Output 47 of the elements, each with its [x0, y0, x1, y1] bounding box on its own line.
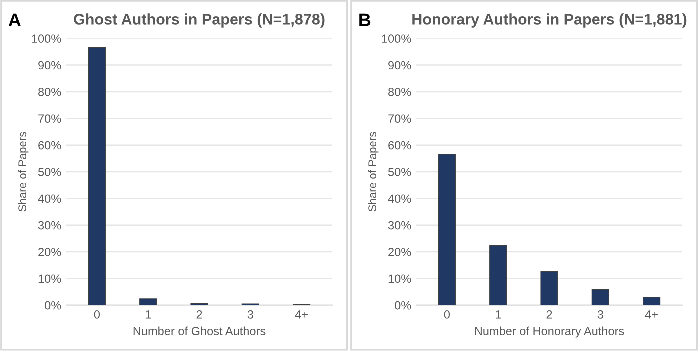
x-axis-title: Number of Ghost Authors	[134, 326, 266, 336]
y-axis-title: Share of Papers	[18, 132, 29, 212]
x-tick-label: 4+	[645, 310, 658, 319]
x-tick-label: 1	[146, 310, 152, 319]
y-tick-label: 50%	[388, 168, 412, 176]
y-tick-label: 10%	[38, 274, 62, 284]
bar	[540, 271, 558, 306]
y-tick-label: 80%	[38, 88, 62, 96]
y-tick-label: 30%	[38, 221, 62, 230]
x-tick-label: 0	[444, 310, 450, 319]
y-tick-label: 30%	[388, 221, 412, 230]
y-tick-label: 40%	[388, 194, 412, 204]
x-tick-label: 2	[546, 310, 552, 319]
y-tick-label: 20%	[388, 248, 412, 256]
y-tick-label: 70%	[388, 114, 412, 124]
chart-title: Ghost Authors in Papers (N=1,878)	[74, 14, 325, 28]
y-tick-label: 90%	[38, 61, 62, 70]
bar	[140, 298, 158, 306]
y-tick-label: 10%	[388, 274, 412, 284]
y-tick-label: 60%	[38, 141, 62, 150]
bar	[490, 246, 508, 306]
y-tick-label: 90%	[388, 61, 412, 70]
chart-title: Honorary Authors in Papers (N=1,881)	[412, 14, 687, 28]
y-tick-label: 60%	[388, 141, 412, 150]
y-tick-label: 100%	[382, 34, 412, 44]
y-tick-label: 0%	[395, 301, 412, 310]
y-tick-label: 50%	[38, 168, 62, 176]
bar	[643, 297, 661, 306]
y-tick-label: 0%	[45, 301, 62, 310]
x-tick-label: 3	[598, 310, 604, 319]
bar	[88, 47, 106, 306]
y-tick-label: 80%	[388, 88, 412, 96]
y-tick-label: 40%	[38, 194, 62, 204]
y-tick-label: 100%	[32, 34, 62, 44]
x-tick-label: 3	[248, 310, 254, 319]
x-tick-label: 0	[94, 310, 100, 319]
y-axis-title: Share of Papers	[368, 132, 379, 212]
bar	[438, 154, 456, 306]
bar	[592, 289, 610, 306]
x-tick-label: 2	[196, 310, 202, 319]
text: A	[8, 14, 21, 26]
x-axis-title: Number of Honorary Authors	[475, 326, 624, 338]
y-tick-label: 70%	[38, 114, 62, 124]
y-tick-label: 20%	[38, 248, 62, 256]
text: B	[360, 14, 371, 26]
x-tick-label: 4+	[295, 310, 308, 319]
x-tick-label: 1	[496, 310, 502, 319]
